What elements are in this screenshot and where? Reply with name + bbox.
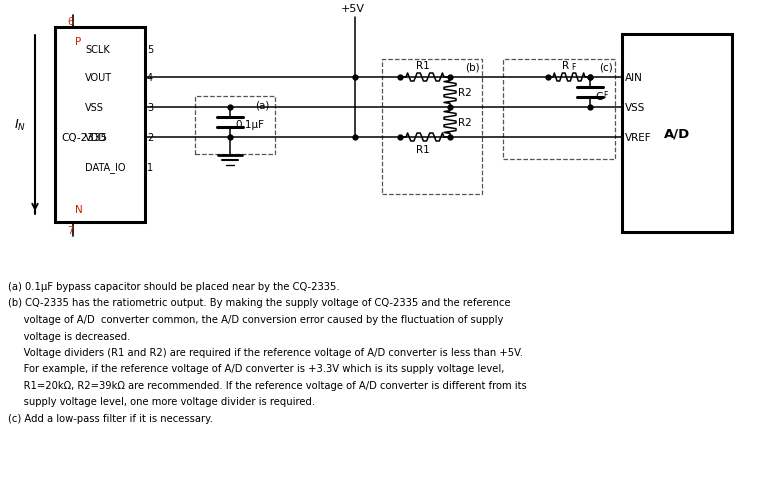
Text: VSS: VSS [625, 103, 646, 113]
Text: N: N [75, 205, 83, 214]
Text: SCLK: SCLK [85, 45, 110, 55]
Text: R: R [562, 61, 570, 71]
Text: VDD: VDD [85, 133, 107, 143]
Text: 3: 3 [147, 103, 153, 113]
Text: Voltage dividers (R1 and R2) are required if the reference voltage of A/D conver: Voltage dividers (R1 and R2) are require… [8, 348, 523, 357]
Text: C: C [595, 92, 602, 102]
Text: 2: 2 [147, 133, 153, 143]
Bar [195, 97, 275, 155]
Bar [55, 28, 145, 223]
Text: 0.1μF: 0.1μF [235, 120, 264, 130]
Text: R2: R2 [458, 118, 472, 128]
Text: DATA_IO: DATA_IO [85, 162, 126, 173]
Text: (b): (b) [466, 62, 480, 72]
Text: voltage of A/D  converter common, the A/D conversion error caused by the fluctua: voltage of A/D converter common, the A/D… [8, 314, 503, 324]
Text: CQ-2335: CQ-2335 [61, 133, 107, 143]
Text: (a): (a) [256, 100, 270, 110]
Text: R1=20kΩ, R2=39kΩ are recommended. If the reference voltage of A/D converter is d: R1=20kΩ, R2=39kΩ are recommended. If the… [8, 380, 527, 390]
Text: (a) 0.1μF bypass capacitor should be placed near by the CQ-2335.: (a) 0.1μF bypass capacitor should be pla… [8, 281, 339, 291]
Text: 1: 1 [147, 163, 153, 173]
Text: supply voltage level, one more voltage divider is required.: supply voltage level, one more voltage d… [8, 397, 315, 407]
Bar [382, 60, 482, 195]
Bar [622, 35, 732, 232]
Text: A/D: A/D [664, 127, 690, 140]
Text: R2: R2 [458, 88, 472, 98]
Text: R1: R1 [416, 145, 430, 155]
Text: 7: 7 [67, 226, 74, 236]
Text: 5: 5 [147, 45, 153, 55]
Text: $I_N$: $I_N$ [14, 117, 26, 132]
Text: F: F [603, 91, 607, 99]
Text: voltage is decreased.: voltage is decreased. [8, 331, 130, 341]
Text: 4: 4 [147, 73, 153, 83]
Text: (c): (c) [599, 62, 613, 72]
Text: +5V: +5V [341, 4, 365, 14]
Text: (b) CQ-2335 has the ratiometric output. By making the supply voltage of CQ-2335 : (b) CQ-2335 has the ratiometric output. … [8, 298, 511, 308]
Bar [503, 60, 615, 160]
Text: VREF: VREF [625, 133, 652, 143]
Text: VSS: VSS [85, 103, 104, 113]
Text: AIN: AIN [625, 73, 643, 83]
Text: (c) Add a low-pass filter if it is necessary.: (c) Add a low-pass filter if it is neces… [8, 413, 213, 423]
Text: P: P [75, 37, 81, 47]
Text: 6: 6 [67, 17, 73, 27]
Text: R1: R1 [416, 61, 430, 71]
Text: F: F [571, 63, 575, 72]
Text: VOUT: VOUT [85, 73, 112, 83]
Text: For example, if the reference voltage of A/D converter is +3.3V which is its sup: For example, if the reference voltage of… [8, 364, 504, 374]
